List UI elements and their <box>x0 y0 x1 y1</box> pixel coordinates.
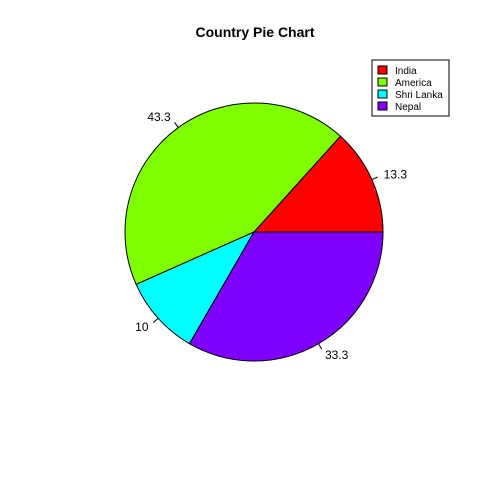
pie-slice-america <box>124 102 342 286</box>
pie-labels: 13.3 43.3 10 33.3 <box>135 110 407 362</box>
legend-swatch-nepal <box>377 101 388 111</box>
legend-label-america: America <box>395 78 432 89</box>
chart-title: Country Pie Chart <box>195 24 314 40</box>
pie-label-shri-lanka: 10 <box>135 320 149 334</box>
pie-label-tick-india <box>371 176 378 181</box>
pie-label-india: 13.3 <box>384 167 408 181</box>
legend-label-shri-lanka: Shri Lanka <box>395 90 443 101</box>
legend-swatch-india <box>377 65 388 75</box>
pie-label-tick-america <box>174 122 179 128</box>
pie-slice-india <box>252 135 384 233</box>
legend-swatch-america <box>377 77 388 87</box>
pie-label-america: 43.3 <box>147 110 171 124</box>
pie-label-nepal: 33.3 <box>325 348 349 362</box>
legend-label-nepal: Nepal <box>395 102 421 113</box>
pie-slice-shri-lanka <box>135 230 256 345</box>
pie-slice-nepal <box>188 231 384 362</box>
pie-label-tick-shri-lanka <box>152 317 159 323</box>
pie-slices <box>124 102 384 362</box>
legend-swatch-shri-lanka <box>377 89 388 99</box>
pie-label-tick-nepal <box>318 343 323 350</box>
legend-label-india: India <box>395 66 417 77</box>
